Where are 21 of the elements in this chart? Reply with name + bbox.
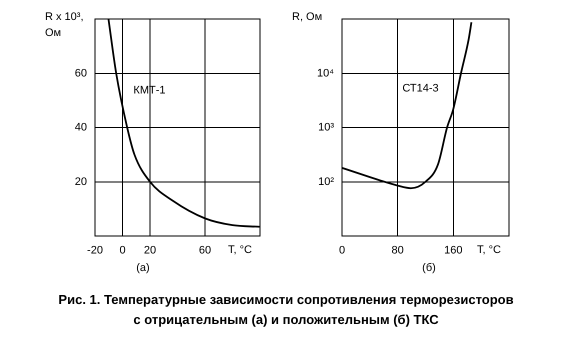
- y-tick-label: 20: [74, 176, 87, 188]
- x-tick-label: 0: [338, 244, 346, 257]
- annotation: СТ14-3: [402, 82, 439, 94]
- y-tick-label: 10³: [318, 122, 334, 134]
- y-axis-title: R, Ом: [292, 11, 322, 23]
- x-tick-label: 60: [198, 244, 212, 257]
- x-tick-label: 160: [444, 244, 463, 257]
- x-tick-label: 80: [392, 244, 404, 257]
- text: (а): [135, 262, 151, 274]
- y-tick-label: 40: [74, 122, 87, 134]
- y-tick-label: 10²: [318, 176, 334, 188]
- text: (б): [421, 262, 437, 274]
- x-tick-label: 0: [119, 244, 126, 257]
- y-tick-label: 10⁴: [317, 67, 334, 80]
- x-axis-title: T, °C: [228, 244, 252, 256]
- x-axis-title: T, °C: [477, 244, 502, 256]
- text: Рис. 1. Температурные зависимости сопротивления терморезисторов с отрицательным (а) и положительным (б) ТКС: [57, 291, 515, 329]
- x-tick-label: 20: [144, 244, 156, 257]
- y-axis-title: R x 10³, Ом: [45, 11, 84, 39]
- y-tick-label: 60: [74, 67, 87, 80]
- x-tick-label: -20: [87, 244, 103, 257]
